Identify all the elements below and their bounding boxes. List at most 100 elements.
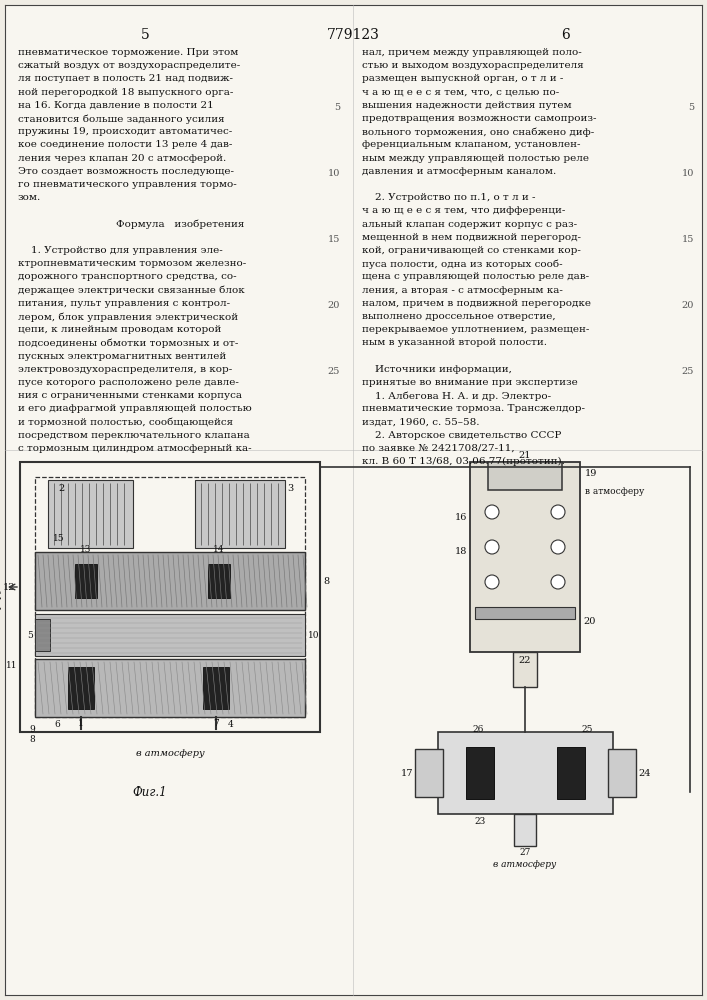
Bar	[203, 667, 229, 709]
Text: и тормозной полостью, сообщающейся: и тормозной полостью, сообщающейся	[18, 418, 233, 427]
Text: 779123: 779123	[327, 28, 380, 42]
Text: 8: 8	[323, 576, 329, 585]
Bar	[35, 614, 305, 656]
Text: 7: 7	[213, 719, 219, 728]
Text: 5: 5	[141, 28, 149, 42]
Circle shape	[485, 540, 499, 554]
Text: 5: 5	[334, 103, 340, 112]
Text: Источники информации,: Источники информации,	[362, 365, 512, 374]
Text: 20: 20	[583, 617, 595, 626]
Text: пневматическое торможение. При этом: пневматическое торможение. При этом	[18, 48, 238, 57]
Text: 20: 20	[327, 301, 340, 310]
Text: ференциальным клапаном, установлен-: ференциальным клапаном, установлен-	[362, 140, 580, 149]
Text: 13: 13	[81, 545, 92, 554]
Text: ч а ю щ е е с я тем, что дифференци-: ч а ю щ е е с я тем, что дифференци-	[362, 206, 566, 215]
Text: 3: 3	[287, 484, 293, 493]
Text: 1: 1	[78, 719, 84, 728]
Text: перекрываемое уплотнением, размещен-: перекрываемое уплотнением, размещен-	[362, 325, 590, 334]
Text: 2. Устройство по п.1, о т л и -: 2. Устройство по п.1, о т л и -	[362, 193, 535, 202]
Bar	[415, 749, 443, 797]
Text: 26: 26	[472, 725, 484, 734]
Text: ным между управляющей полостью реле: ным между управляющей полостью реле	[362, 154, 589, 163]
Text: 9: 9	[29, 725, 35, 734]
Bar	[470, 462, 580, 652]
Text: 19: 19	[585, 470, 597, 479]
Text: принятые во внимание при экспертизе: принятые во внимание при экспертизе	[362, 378, 578, 387]
Text: держащее электрически связанные блок: держащее электрически связанные блок	[18, 286, 245, 295]
Text: Это создает возможность последующе-: Это создает возможность последующе-	[18, 167, 234, 176]
Bar	[68, 667, 94, 709]
Text: 5: 5	[688, 103, 694, 112]
Text: 10: 10	[682, 169, 694, 178]
Text: налом, причем в подвижной перегородке: налом, причем в подвижной перегородке	[362, 299, 591, 308]
Bar	[35, 659, 305, 717]
Bar	[35, 619, 50, 651]
Text: 15: 15	[327, 235, 340, 244]
Bar	[438, 732, 613, 814]
Bar	[466, 747, 494, 799]
Text: 2: 2	[58, 484, 64, 493]
Text: в атмосферу: в атмосферу	[585, 488, 644, 496]
Text: с тормозным цилиндром атмосферный ка-: с тормозным цилиндром атмосферный ка-	[18, 444, 252, 453]
Text: по заявке № 2421708/27-11,: по заявке № 2421708/27-11,	[362, 444, 515, 453]
Text: становится больше заданного усилия: становится больше заданного усилия	[18, 114, 225, 123]
Bar	[608, 749, 636, 797]
Text: 21: 21	[519, 451, 531, 460]
Text: зом.: зом.	[18, 193, 41, 202]
Text: 12: 12	[3, 582, 15, 591]
Bar	[513, 652, 537, 687]
Text: ления, а вторая - с атмосферным ка-: ления, а вторая - с атмосферным ка-	[362, 286, 563, 295]
Text: питания, пульт управления с контрол-: питания, пульт управления с контрол-	[18, 299, 230, 308]
Bar	[475, 607, 575, 619]
Bar	[195, 480, 285, 548]
Text: Фиг.1: Фиг.1	[133, 786, 168, 799]
Text: ктропневматическим тормозом железно-: ктропневматическим тормозом железно-	[18, 259, 246, 268]
Text: в атмосферу: в атмосферу	[0, 587, 3, 647]
Text: издат, 1960, с. 55–58.: издат, 1960, с. 55–58.	[362, 418, 479, 427]
Text: цепи, к линейным проводам которой: цепи, к линейным проводам которой	[18, 325, 221, 334]
Circle shape	[485, 505, 499, 519]
Text: 24: 24	[638, 768, 650, 778]
Text: 10: 10	[308, 631, 320, 640]
Text: электровоздухораспределителя, в кор-: электровоздухораспределителя, в кор-	[18, 365, 233, 374]
Text: 15: 15	[682, 235, 694, 244]
Text: пуса полости, одна из которых сооб-: пуса полости, одна из которых сооб-	[362, 259, 563, 269]
Text: 1. Устройство для управления эле-: 1. Устройство для управления эле-	[18, 246, 223, 255]
Text: 25: 25	[327, 367, 340, 376]
Text: нал, причем между управляющей поло-: нал, причем между управляющей поло-	[362, 48, 582, 57]
Text: подсоединены обмотки тормозных и от-: подсоединены обмотки тормозных и от-	[18, 338, 238, 348]
Text: кл. В 60 Т 13/68, 03.06.77(прототип).: кл. В 60 Т 13/68, 03.06.77(прототип).	[362, 457, 565, 466]
Text: 6: 6	[561, 28, 569, 42]
Text: ч а ю щ е е с я тем, что, с целью по-: ч а ю щ е е с я тем, что, с целью по-	[362, 88, 559, 97]
Text: вышения надежности действия путем: вышения надежности действия путем	[362, 101, 572, 110]
Text: и его диафрагмой управляющей полостью: и его диафрагмой управляющей полостью	[18, 404, 252, 413]
Text: 27: 27	[520, 848, 531, 857]
Text: ния с ограниченными стенками корпуса: ния с ограниченными стенками корпуса	[18, 391, 242, 400]
Bar	[557, 747, 585, 799]
Text: в атмосферу: в атмосферу	[136, 749, 204, 758]
Circle shape	[551, 575, 565, 589]
Text: пневматические тормоза. Трансжелдор-: пневматические тормоза. Трансжелдор-	[362, 404, 585, 413]
Text: 10: 10	[327, 169, 340, 178]
Bar	[20, 462, 320, 732]
Text: стью и выходом воздухораспределителя: стью и выходом воздухораспределителя	[362, 61, 584, 70]
Text: в атмосферу: в атмосферу	[493, 860, 556, 869]
Circle shape	[551, 505, 565, 519]
Bar	[488, 462, 562, 490]
Text: мещенной в нем подвижной перегород-: мещенной в нем подвижной перегород-	[362, 233, 581, 242]
Text: 25: 25	[682, 367, 694, 376]
Text: пускных электромагнитных вентилей: пускных электромагнитных вентилей	[18, 352, 226, 361]
Text: кое соединение полости 13 реле 4 дав-: кое соединение полости 13 реле 4 дав-	[18, 140, 233, 149]
Text: предотвращения возможности самопроиз-: предотвращения возможности самопроиз-	[362, 114, 597, 123]
Text: 11: 11	[6, 662, 17, 670]
Text: посредством переключательного клапана: посредством переключательного клапана	[18, 431, 250, 440]
Text: 15: 15	[53, 534, 64, 543]
Text: щена с управляющей полостью реле дав-: щена с управляющей полостью реле дав-	[362, 272, 589, 281]
Text: 16: 16	[455, 512, 467, 522]
Text: пружины 19, происходит автоматичес-: пружины 19, происходит автоматичес-	[18, 127, 233, 136]
Circle shape	[485, 575, 499, 589]
Text: 25: 25	[581, 725, 592, 734]
Text: вольного торможения, оно снабжено диф-: вольного торможения, оно снабжено диф-	[362, 127, 595, 137]
Text: альный клапан содержит корпус с раз-: альный клапан содержит корпус с раз-	[362, 220, 577, 229]
Circle shape	[551, 540, 565, 554]
